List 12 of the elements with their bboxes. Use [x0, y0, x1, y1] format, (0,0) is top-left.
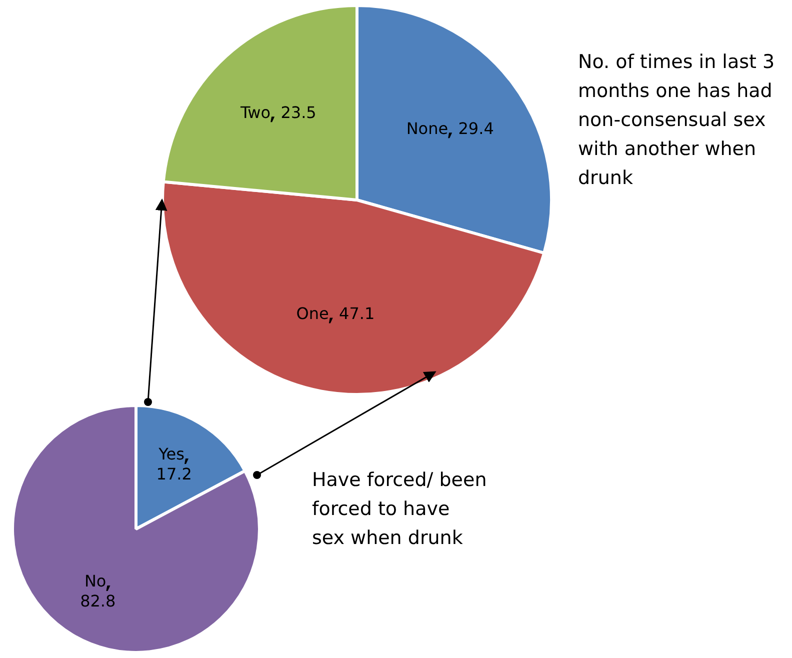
data-label: 23.5: [280, 102, 316, 122]
slice-label: Two: [240, 102, 271, 122]
slice-label: No: [84, 572, 106, 591]
data-label: 47.1: [339, 304, 375, 323]
slice-label: Yes: [158, 444, 184, 464]
data-label: 29.4: [458, 118, 494, 138]
data-label: 17.2: [156, 464, 192, 484]
text: No. of times in last 3 months one has had non-consensual sex with another when drunk: [578, 50, 776, 191]
slice-label: None: [406, 118, 448, 138]
data-label: 82.8: [80, 592, 116, 611]
text: Have forced/ been forced to have sex when drunk: [312, 468, 487, 551]
slice-label: One: [296, 304, 329, 323]
